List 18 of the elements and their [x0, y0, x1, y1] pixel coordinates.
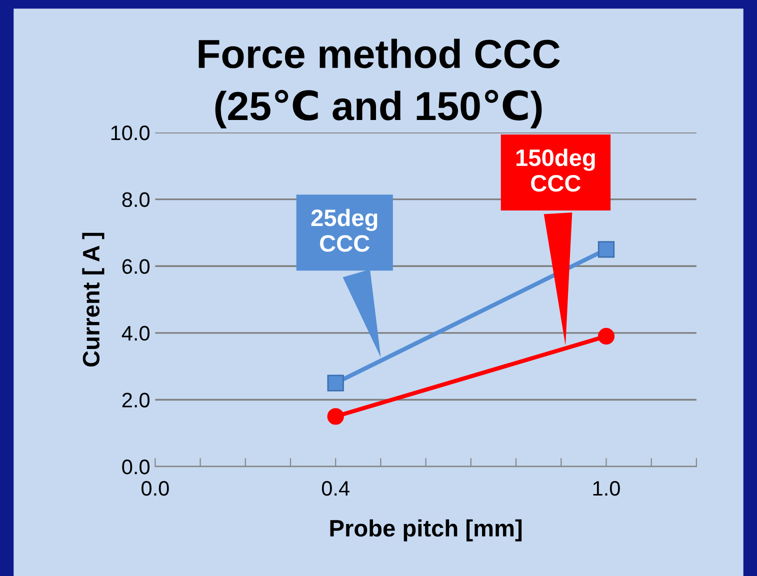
point [327, 408, 344, 425]
point [327, 374, 344, 392]
point [598, 241, 615, 258]
chart-title: Force method CCC (25℃ and 150℃) [198, 38, 560, 128]
x-tick-label: 0.4 [322, 481, 350, 496]
point [598, 328, 615, 345]
y-tick-label: 2.0 [122, 392, 150, 408]
y-axis-title: Current [ A ] [82, 232, 104, 367]
text: 150deg CCC [516, 148, 595, 192]
y-tick-label: 10.0 [111, 125, 150, 140]
text: 25deg CCC [311, 208, 378, 252]
y-tick-label: 8.0 [122, 192, 150, 208]
x-tick-label: 0.0 [142, 481, 169, 496]
y-tick-label: 6.0 [122, 259, 150, 274]
x-tick-label: 1.0 [593, 481, 620, 496]
y-tick-label: 0.0 [122, 460, 150, 474]
x-axis-title: Probe pitch [mm] [330, 519, 522, 542]
y-tick-label: 4.0 [122, 326, 150, 341]
